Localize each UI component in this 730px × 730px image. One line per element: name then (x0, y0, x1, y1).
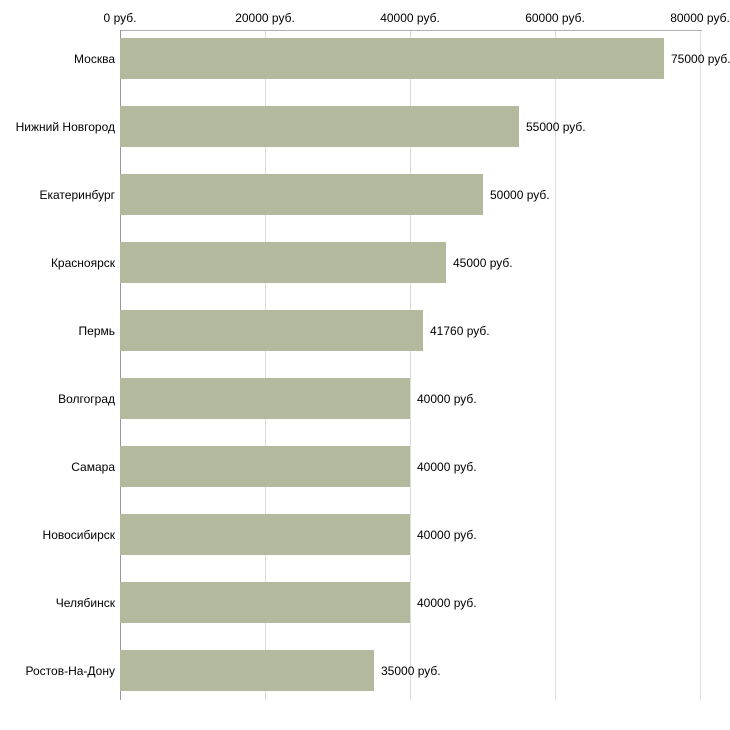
x-axis-tick-label: 0 руб. (103, 11, 137, 25)
bar-value-label: 50000 руб. (490, 188, 550, 202)
category-label: Волгоград (58, 392, 115, 406)
bar-1 (120, 106, 519, 147)
x-axis-tick-label: 60000 руб. (525, 11, 585, 25)
bar-5 (120, 378, 410, 419)
bar-value-label: 45000 руб. (453, 256, 513, 270)
bar-value-label: 75000 руб. (671, 52, 730, 66)
bar-7 (120, 514, 410, 555)
x-axis-line (120, 30, 702, 31)
category-label: Ростов-На-Дону (25, 664, 115, 678)
bar-6 (120, 446, 410, 487)
x-gridline (410, 30, 411, 700)
bar-2 (120, 174, 483, 215)
category-label: Пермь (78, 324, 115, 338)
category-label: Красноярск (50, 256, 115, 270)
bar-value-label: 55000 руб. (526, 120, 586, 134)
bar-value-label: 35000 руб. (381, 664, 441, 678)
bar-4 (120, 310, 423, 351)
bar-value-label: 40000 руб. (417, 392, 477, 406)
x-gridline (265, 30, 266, 700)
bar-9 (120, 650, 374, 691)
y-axis-line (120, 30, 121, 700)
x-gridline (555, 30, 556, 700)
x-axis-tick-label: 40000 руб. (380, 11, 440, 25)
bar-0 (120, 38, 664, 79)
bar-3 (120, 242, 446, 283)
x-gridline (700, 30, 701, 700)
bar-value-label: 41760 руб. (430, 324, 490, 338)
bar-value-label: 40000 руб. (417, 460, 477, 474)
category-label: Екатеринбург (39, 188, 116, 202)
category-label: Самара (71, 460, 115, 474)
x-axis-tick-label: 80000 руб. (670, 11, 730, 25)
category-label: Москва (74, 52, 115, 66)
x-axis-tick-label: 20000 руб. (235, 11, 295, 25)
bar-value-label: 40000 руб. (417, 528, 477, 542)
category-label: Нижний Новгород (15, 120, 115, 134)
category-label: Челябинск (55, 596, 115, 610)
bar-8 (120, 582, 410, 623)
bar-value-label: 40000 руб. (417, 596, 477, 610)
category-label: Новосибирск (42, 528, 115, 542)
